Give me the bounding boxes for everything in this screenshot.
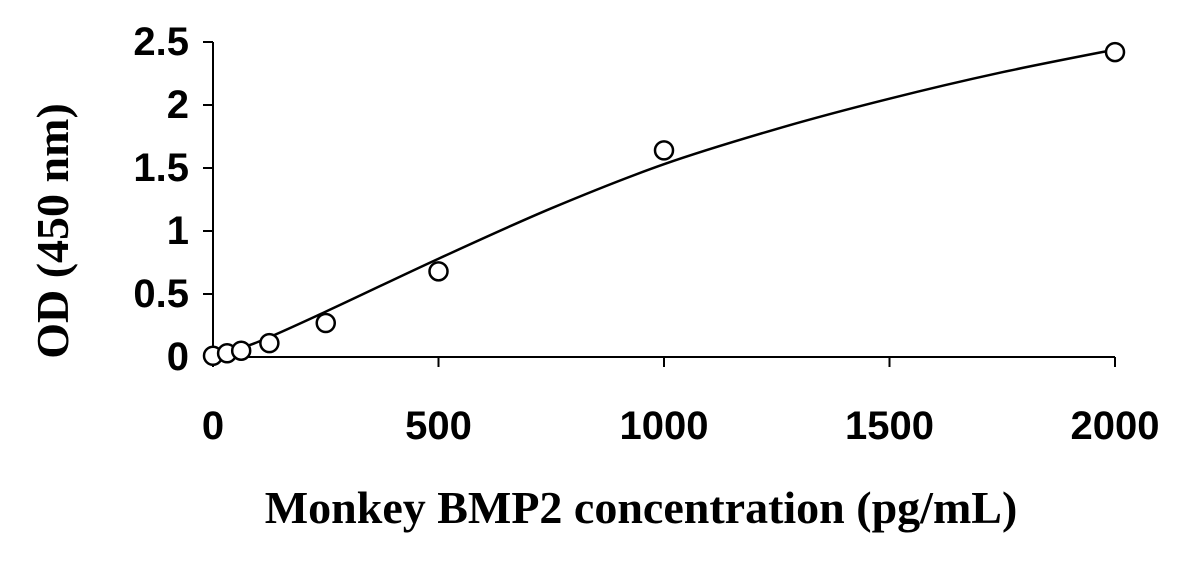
x-tick-label: 500 [405,404,472,448]
x-tick-label: 0 [202,404,224,448]
y-axis-title: OD (450 nm) [27,103,78,359]
data-point [428,261,449,282]
x-axis-ticks: 0 500 1000 1500 2000 [202,357,1160,448]
x-tick-label: 1500 [845,404,934,448]
y-tick-label: 0 [167,335,189,379]
data-point [1104,41,1126,63]
data-point [230,340,252,361]
y-axis-ticks: 0 0.5 1 1.5 2 2.5 [133,20,213,379]
y-tick-label: 1.5 [133,146,189,190]
y-tick-label: 0.5 [133,272,189,316]
fit-curve [212,48,1116,359]
x-axis-title: Monkey BMP2 concentration (pg/mL) [265,482,1018,533]
data-point-layer [202,41,1126,366]
data-point [259,332,280,354]
data-point [653,140,675,161]
y-tick-label: 1 [167,209,189,253]
y-tick-label: 2.5 [133,20,189,64]
data-point [315,312,336,334]
axes: 0 0.5 1 1.5 2 2.5 0 500 1000 1500 2000 [133,20,1159,448]
y-tick-label: 2 [167,83,189,127]
fit-curve-layer [212,48,1116,359]
x-tick-label: 2000 [1071,404,1160,448]
x-tick-label: 1000 [620,404,709,448]
